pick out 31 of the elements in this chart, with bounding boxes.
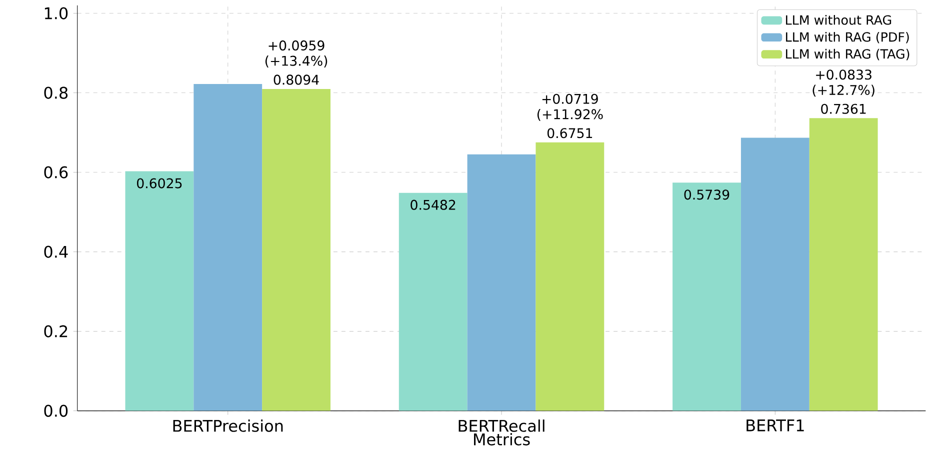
bar (194, 84, 262, 411)
y-tick-label: 0.0 (44, 404, 68, 417)
legend-label: LLM without RAG (786, 14, 892, 25)
y-tick-label: 0.4 (44, 246, 68, 258)
data-label: 0.8094 (274, 74, 319, 85)
bar (672, 182, 741, 411)
bar (467, 154, 536, 411)
bar (809, 118, 878, 411)
bar (740, 138, 810, 411)
data-label: 0.5482 (410, 200, 456, 210)
bar (125, 171, 194, 411)
y-tick-label: 0.6 (44, 166, 68, 178)
x-axis-title: Metrics (474, 432, 530, 446)
annotation: +0.0719 (+11.92% (537, 94, 603, 121)
y-tick-label: 0.2 (44, 325, 68, 338)
x-tick-label: BERTPrecision (173, 419, 283, 432)
y-tick-label: 1.0 (44, 7, 68, 20)
x-tick-label: BERTF1 (746, 419, 804, 432)
annotation: +0.0833 (+12.7%) (812, 69, 874, 96)
bar (262, 88, 330, 411)
legend-label: LLM with RAG (TAG) (786, 48, 910, 60)
legend-label: LLM with RAG (PDF) (786, 32, 909, 44)
y-tick-label: 0.8 (44, 86, 68, 99)
annotation: +0.0959 (+13.4%) (265, 40, 328, 68)
x-tick-label: BERTRecall (458, 419, 544, 432)
data-label: 0.5739 (684, 190, 730, 200)
data-label: 0.6751 (547, 128, 592, 138)
data-label: 0.7361 (821, 104, 866, 114)
bar (398, 192, 468, 411)
data-label: 0.6025 (137, 178, 182, 188)
bar (536, 142, 604, 411)
